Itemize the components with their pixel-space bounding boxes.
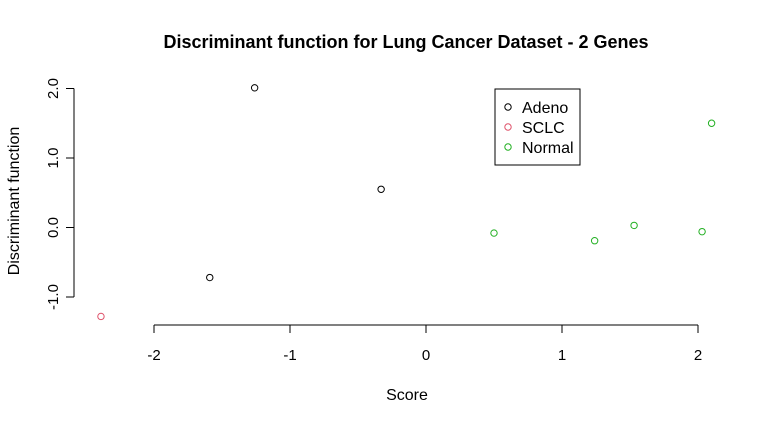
y-tick-label: 2.0 bbox=[45, 78, 62, 99]
legend-label-sclc: SCLC bbox=[522, 120, 565, 137]
data-point-normal bbox=[698, 227, 706, 236]
data-point-normal bbox=[590, 237, 599, 245]
x-tick-label: 0 bbox=[422, 347, 430, 364]
legend-label-normal: Normal bbox=[522, 140, 574, 157]
x-axis-label: Score bbox=[386, 387, 428, 404]
legend-marker-normal bbox=[504, 143, 512, 151]
legend: Adeno SCLC Normal bbox=[494, 88, 581, 166]
x-tick-label: 1 bbox=[558, 347, 566, 364]
chart-title: Discriminant function for Lung Cancer Da… bbox=[163, 32, 648, 52]
data-point-normal bbox=[630, 221, 638, 230]
legend-marker-adeno bbox=[504, 103, 512, 111]
y-tick-label: 0.0 bbox=[45, 217, 62, 238]
legend-marker-sclc bbox=[504, 123, 512, 131]
legend-label-adeno: Adeno bbox=[522, 100, 568, 117]
x-tick-label: -2 bbox=[147, 347, 160, 364]
legend-box bbox=[494, 88, 581, 166]
data-points bbox=[97, 84, 716, 321]
y-tick-label: 1.0 bbox=[45, 148, 62, 169]
data-point-adeno bbox=[206, 273, 214, 282]
x-tick-label: 2 bbox=[694, 347, 702, 364]
y-axis: -1.0 0.0 1.0 2.0 bbox=[45, 78, 75, 310]
data-point-sclc bbox=[97, 312, 105, 321]
data-point-adeno bbox=[250, 84, 259, 92]
data-point-adeno bbox=[377, 185, 385, 193]
x-tick-label: -1 bbox=[283, 347, 296, 364]
data-point-normal bbox=[490, 229, 498, 237]
data-point-normal bbox=[707, 119, 716, 127]
x-axis: -2 -1 0 1 2 bbox=[147, 324, 702, 364]
y-tick-label: -1.0 bbox=[45, 284, 62, 310]
y-axis-label: Discriminant function bbox=[6, 127, 23, 276]
